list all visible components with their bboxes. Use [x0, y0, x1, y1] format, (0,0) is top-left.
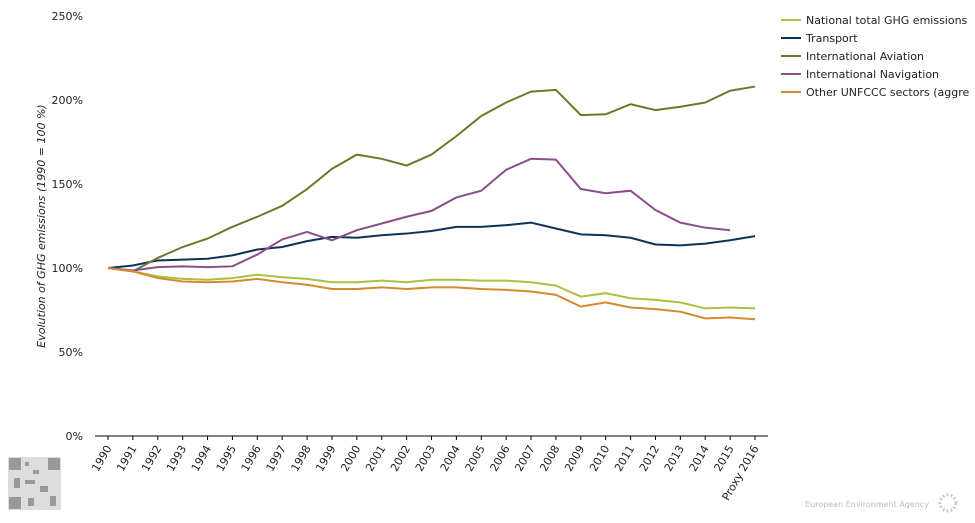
- x-tick-label: 1994: [189, 443, 214, 474]
- x-tick-label: 2005: [463, 443, 488, 474]
- series-line: [107, 85, 756, 273]
- x-tick-label: 1990: [89, 443, 114, 474]
- legend-label: International Navigation: [806, 68, 939, 81]
- y-tick-label: 200%: [52, 94, 83, 107]
- x-tick-label: 1997: [264, 443, 289, 474]
- x-tick-label: 1996: [239, 443, 264, 474]
- x-tick-label: 2002: [388, 443, 413, 474]
- x-tick-label: 2004: [438, 443, 463, 474]
- x-tick-label: 2014: [687, 443, 712, 474]
- y-tick-label: 0%: [66, 430, 83, 443]
- y-axis-label: Evolution of GHG emissions (1990 = 100 %…: [35, 104, 48, 347]
- x-tick-label: 2003: [413, 443, 438, 474]
- y-tick-label: 100%: [52, 262, 83, 275]
- x-tick-label: 2008: [537, 443, 562, 474]
- x-tick-label: 1992: [139, 443, 164, 474]
- source-credit: European Environment Agency: [805, 500, 929, 509]
- x-tick-label: 1991: [114, 443, 139, 474]
- series-line: [107, 267, 756, 310]
- x-tick-label: 1993: [164, 443, 189, 474]
- x-tick-label: 2000: [338, 443, 363, 474]
- eea-logo: [938, 493, 958, 513]
- y-tick-label: 250%: [52, 10, 83, 23]
- x-tick-label: 2013: [662, 443, 687, 474]
- x-tick-label: 1998: [288, 443, 313, 474]
- series-line: [107, 157, 731, 272]
- x-tick-label: 1995: [214, 443, 239, 474]
- x-tick-label: 2007: [512, 443, 537, 474]
- x-tick-label: 1999: [313, 443, 338, 474]
- y-tick-label: 150%: [52, 178, 83, 191]
- qr-code: [8, 457, 61, 510]
- legend-label: International Aviation: [806, 50, 924, 63]
- legend-label: Transport: [805, 32, 858, 45]
- x-tick-label: 2001: [363, 443, 388, 474]
- x-tick-label: 2015: [711, 443, 736, 474]
- series-line: [107, 267, 756, 321]
- x-tick-label: 2010: [587, 443, 612, 474]
- y-tick-label: 50%: [59, 346, 83, 359]
- x-tick-label: 2006: [487, 443, 512, 474]
- x-tick-label: 2012: [637, 443, 662, 474]
- x-tick-label: 2011: [612, 443, 637, 474]
- x-tick-label: 2009: [562, 443, 587, 474]
- series-line: [107, 221, 756, 269]
- legend-label: National total GHG emissions: [806, 14, 968, 27]
- legend-label: Other UNFCCC sectors (aggre: [806, 86, 969, 99]
